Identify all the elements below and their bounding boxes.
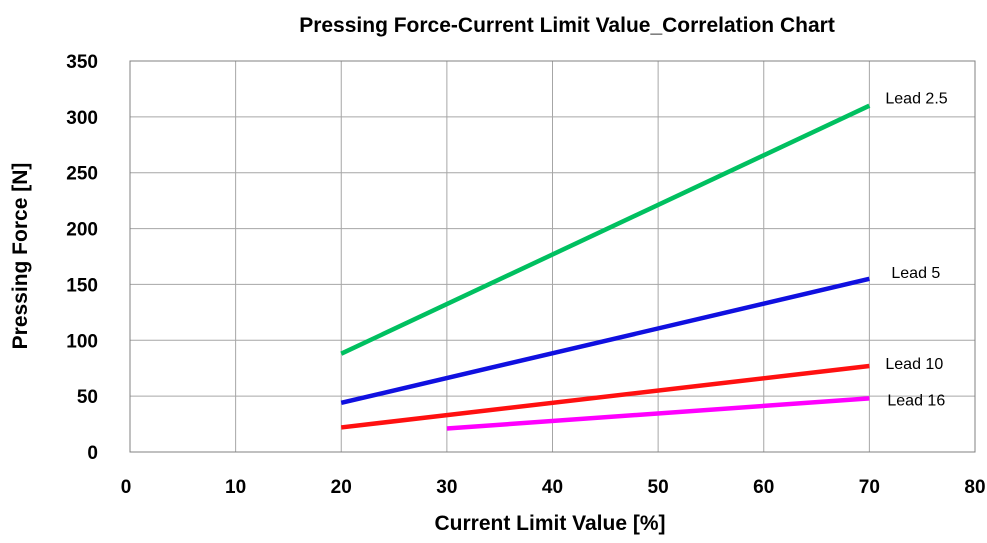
series-label: Lead 10 [885, 356, 943, 373]
series-label: Lead 5 [891, 265, 940, 282]
x-tick-label: 50 [648, 477, 669, 498]
series-label: Lead 16 [887, 392, 945, 409]
x-tick-label: 80 [964, 477, 985, 498]
x-tick-label: 60 [753, 477, 774, 498]
x-tick-label: 70 [859, 477, 880, 498]
x-tick-label: 10 [225, 477, 246, 498]
series-line-lead-10 [340, 363, 870, 430]
chart-title: Pressing Force-Current Limit Value_Corre… [299, 14, 835, 37]
x-axis-title: Current Limit Value [%] [434, 512, 665, 535]
series-line-lead-5 [340, 276, 870, 406]
x-tick-label: 20 [331, 477, 352, 498]
y-tick-label: 0 [87, 443, 98, 464]
x-axis-ticks: 0 10 20 30 40 50 60 70 80 [121, 477, 986, 498]
x-tick-label: 40 [542, 477, 563, 498]
series-label: Lead 2.5 [885, 91, 947, 108]
x-tick-label: 30 [436, 477, 457, 498]
y-tick-label: 50 [77, 387, 98, 408]
grid [130, 61, 975, 452]
y-tick-label: 350 [66, 52, 98, 73]
y-tick-label: 250 [66, 164, 98, 185]
series-labels: Lead 2.5 Lead 5 Lead 10 Lead 16 [885, 91, 947, 410]
y-axis-title: Pressing Force [N] [9, 163, 32, 350]
x-tick-label: 0 [121, 477, 132, 498]
y-tick-label: 100 [66, 331, 98, 352]
series-line-lead-2-5 [340, 103, 871, 356]
plot-area [129, 60, 976, 453]
y-tick-label: 150 [66, 275, 98, 296]
y-tick-label: 300 [66, 108, 98, 129]
y-axis-ticks: 0 50 100 150 200 250 300 350 [66, 52, 98, 464]
y-tick-label: 200 [66, 220, 98, 241]
series-line-lead-16 [446, 396, 870, 431]
series-group [340, 103, 871, 431]
